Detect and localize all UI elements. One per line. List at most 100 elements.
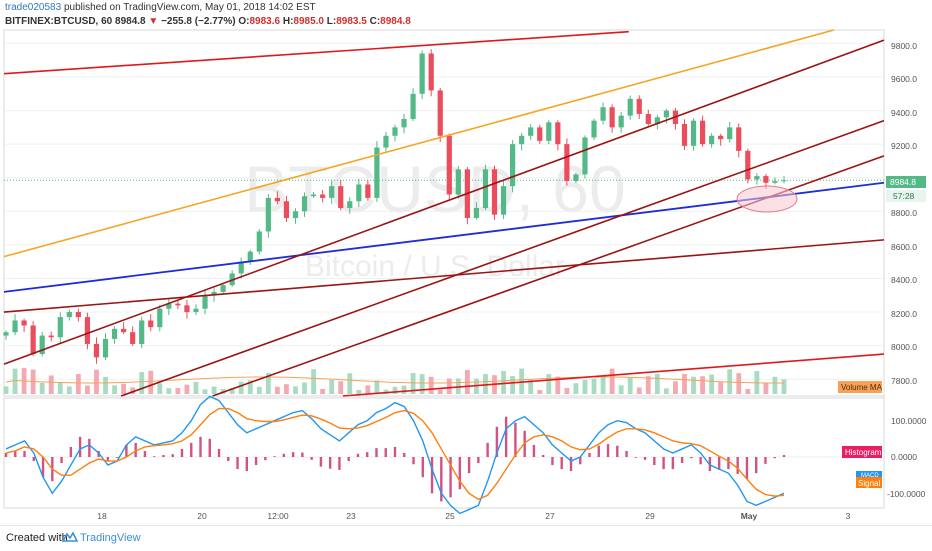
candle-body <box>338 186 344 208</box>
volume-bar <box>12 368 18 394</box>
histogram-bar <box>60 457 63 464</box>
candle-body <box>265 197 271 232</box>
candle-body <box>193 308 199 313</box>
histogram-bar <box>4 452 8 457</box>
candle-body <box>66 312 72 318</box>
volume-bar <box>428 376 434 394</box>
histogram-bar <box>162 454 165 457</box>
histogram-bar <box>366 452 369 457</box>
histogram-bar <box>41 457 45 478</box>
candle-body <box>12 320 18 333</box>
histogram-bar <box>125 444 128 457</box>
open-label: O: <box>238 16 250 27</box>
candle-body <box>256 231 262 252</box>
candle-body <box>111 328 118 339</box>
volume-bar <box>175 388 181 394</box>
histogram-bar <box>532 444 536 457</box>
trendline-dark_red <box>3 239 885 313</box>
time-tick: May <box>741 511 758 521</box>
histogram-bar <box>143 450 147 457</box>
candle-body <box>600 107 606 121</box>
countdown-tag-text: 57:28 <box>893 191 915 201</box>
volume-bar <box>265 372 271 394</box>
volume-bar <box>247 380 253 394</box>
price-tick: 9800.0 <box>891 41 917 51</box>
candle-body <box>654 117 660 125</box>
chart-canvas[interactable]: BTCUSD, 60 Bitcoin / U.S. Dollar 9800.0 … <box>0 0 932 525</box>
candle-body <box>709 135 715 145</box>
histogram-bar <box>78 436 82 457</box>
histogram-bar <box>356 453 360 457</box>
histogram-bar <box>199 436 202 457</box>
price-tick: 9600.0 <box>891 74 917 84</box>
candle-body <box>274 197 280 202</box>
volume-bar <box>745 389 751 394</box>
candle-body <box>121 328 127 333</box>
histogram-bar <box>634 457 638 458</box>
highlight-ellipse <box>736 185 798 213</box>
candle-body <box>75 312 81 318</box>
macd-label-bg <box>856 471 882 477</box>
price-axis[interactable]: 9800.0 9600.0 9400.0 9200.0 8800.0 8600.… <box>891 41 917 386</box>
volume-bar <box>94 369 99 394</box>
grid <box>4 42 884 380</box>
tradingview-brand[interactable]: TradingView <box>80 532 141 544</box>
trendline-dark_red <box>120 119 885 397</box>
histogram-bar <box>588 452 591 457</box>
histogram-bar <box>560 457 563 470</box>
histogram-bar <box>69 446 73 457</box>
tradingview-logo-icon[interactable] <box>61 531 79 546</box>
signal-line <box>5 407 785 501</box>
candle-body <box>546 122 552 141</box>
histogram-bar <box>495 426 499 457</box>
author-link[interactable]: trade020583 <box>5 2 62 13</box>
time-axis[interactable]: 18 20 12:00 23 25 27 29 May 3 <box>97 511 850 521</box>
candle-body <box>392 127 398 136</box>
volume-bar <box>573 383 579 394</box>
high-label: H: <box>282 16 294 27</box>
volume-bar <box>130 387 136 394</box>
histogram-bar <box>541 454 545 457</box>
last-price-tag-text: 8984.8 <box>890 177 916 187</box>
volume-bar <box>193 381 199 394</box>
volume-bar <box>383 389 389 394</box>
volume-bar <box>528 379 534 394</box>
candle-body <box>510 144 516 187</box>
volume-bar <box>709 374 715 394</box>
candle-body <box>347 201 353 208</box>
histogram-bar <box>755 457 758 474</box>
volume-ma-line <box>5 376 785 384</box>
time-tick: 20 <box>197 511 207 521</box>
volume-bar <box>718 382 724 394</box>
candle-body <box>636 98 642 114</box>
published-text: published on TradingView.com, May 01, 20… <box>63 2 316 13</box>
candle-body <box>39 335 45 355</box>
candle-body <box>663 110 669 118</box>
histogram-bar <box>301 452 304 457</box>
volume-bar <box>157 383 163 394</box>
volume-bar <box>654 373 660 394</box>
volume-bar <box>293 386 298 394</box>
volume-bar <box>112 385 117 394</box>
volume-bar <box>356 389 362 394</box>
candle-body <box>220 285 226 292</box>
histogram-bar <box>152 456 156 457</box>
volume-bar <box>284 384 289 394</box>
trendline-red <box>342 353 885 397</box>
candle-body <box>446 135 452 195</box>
volume-bar <box>211 386 217 394</box>
volume-bar <box>320 388 326 394</box>
macd-label: MACD <box>861 473 879 479</box>
histogram-bar <box>412 457 415 465</box>
macd-axis[interactable]: 100.0000 0.0000 -100.0000 <box>887 416 927 499</box>
macd-tick: 100.0000 <box>891 416 927 426</box>
candle-body <box>428 53 434 91</box>
candle-body <box>310 194 317 197</box>
histogram-bar <box>328 457 332 469</box>
candle-body <box>609 107 615 128</box>
histogram-label: Histogram <box>845 448 882 457</box>
time-tick: 12:00 <box>267 511 289 521</box>
candle-body <box>21 320 27 326</box>
volume-bar <box>85 385 90 394</box>
candle-body <box>320 194 326 198</box>
